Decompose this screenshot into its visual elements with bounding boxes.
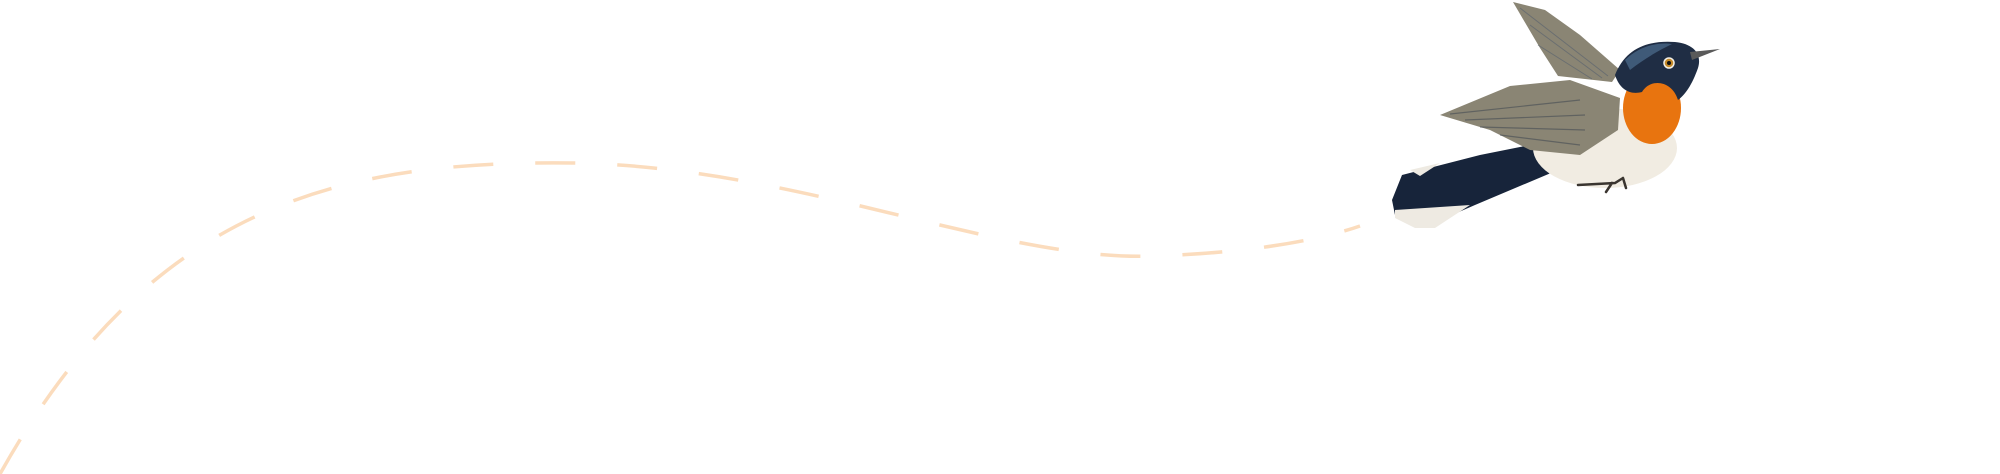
legs <box>1576 176 1628 194</box>
bird-icon <box>1392 2 1720 228</box>
head-highlight <box>1625 43 1672 70</box>
dashed-flight-path-line <box>0 161 1361 474</box>
beak <box>1690 49 1720 60</box>
tail-white-tips <box>1395 205 1470 228</box>
tail-white-upper <box>1410 163 1440 176</box>
tail <box>1392 142 1558 228</box>
upper-wing <box>1513 2 1620 82</box>
upper-wing-feathers <box>1519 7 1609 80</box>
lower-wing-feathers <box>1449 99 1586 146</box>
